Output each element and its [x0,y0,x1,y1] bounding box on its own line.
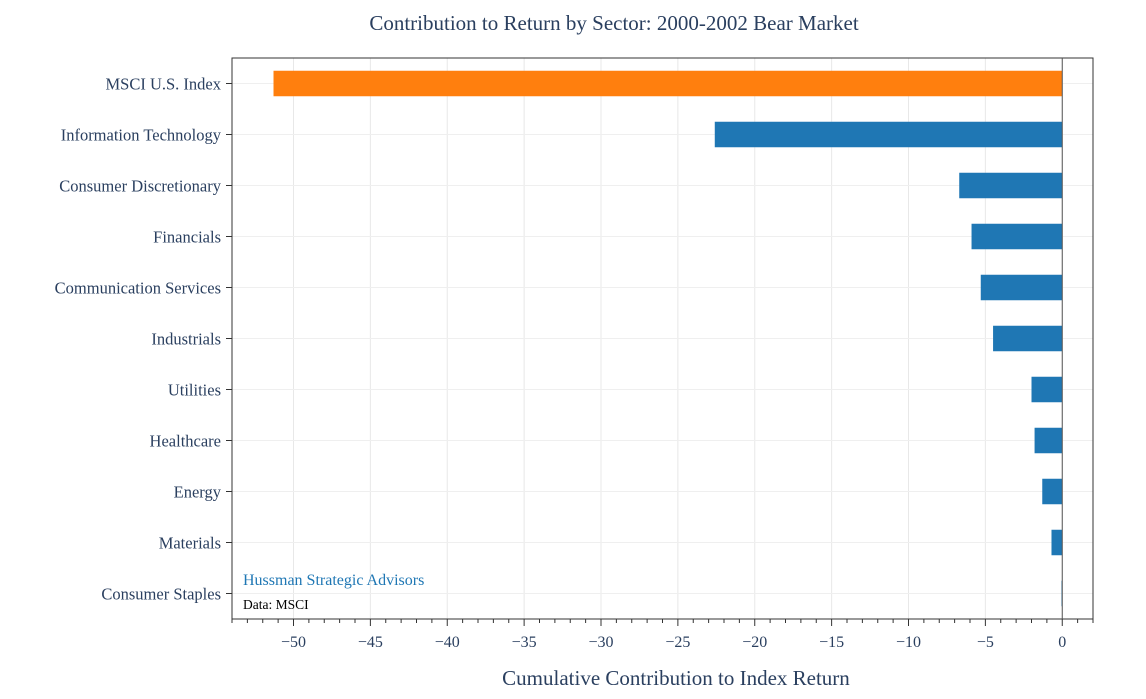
y-axis-labels: MSCI U.S. Index Information Technology Con… [55,75,222,604]
bar-consumer-discretionary [959,172,1063,199]
bar-information-technology [714,121,1063,148]
x-minor-ticks [226,83,1094,626]
bar-materials [1051,529,1063,556]
x-axis-labels: −50 −45 −40 −35 −30 −25 −20 −15 −10 −5 0 [281,634,1066,651]
category-label: Consumer Discretionary [59,177,222,196]
bar-industrials [993,325,1063,352]
bar-financials [971,223,1063,250]
x-tick-label: −10 [896,634,921,651]
category-label: Consumer Staples [101,585,221,604]
category-label: Industrials [151,330,221,349]
x-tick-label: −50 [281,634,306,651]
category-label: Communication Services [55,279,221,298]
category-label: Information Technology [61,126,222,145]
x-tick-label: 0 [1058,634,1066,651]
category-label: MSCI U.S. Index [105,75,221,94]
bar-msci-u-s-index [273,70,1063,97]
chart-title: Contribution to Return by Sector: 2000-2… [369,11,859,35]
source-annotation: Data: MSCI [243,597,309,612]
x-tick-label: −20 [742,634,767,651]
category-label: Healthcare [150,432,221,451]
bar-communication-services [980,274,1063,301]
bar-healthcare [1034,427,1063,454]
category-label: Energy [174,483,222,502]
x-tick-label: −25 [665,634,690,651]
x-tick-label: −5 [977,634,994,651]
x-tick-label: −40 [435,634,460,651]
x-tick-label: −45 [358,634,383,651]
bar-utilities [1031,376,1063,403]
category-label: Utilities [168,381,221,400]
x-tick-label: −15 [819,634,844,651]
bars [273,70,1063,607]
x-tick-label: −35 [512,634,537,651]
bar-energy [1042,478,1063,505]
x-axis-title: Cumulative Contribution to Index Return [502,666,850,690]
category-label: Materials [159,534,221,553]
x-tick-label: −30 [588,634,613,651]
brand-annotation: Hussman Strategic Advisors [243,572,424,589]
category-label: Financials [153,228,221,247]
